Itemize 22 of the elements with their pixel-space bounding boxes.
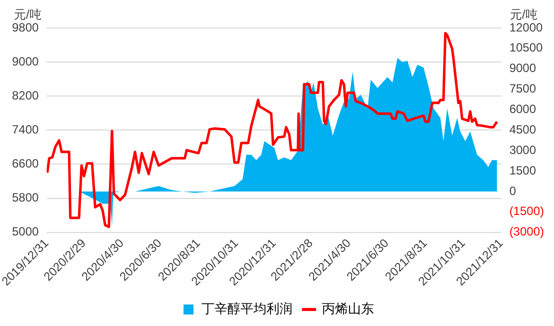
legend-label: 丁辛醇平均利润 bbox=[202, 301, 292, 316]
y-tick-label: 9800 bbox=[12, 20, 40, 34]
y2-tick-label: 1500 bbox=[509, 163, 536, 178]
y2-tick-label: 0 bbox=[509, 184, 516, 198]
y-tick-label: 6600 bbox=[12, 156, 40, 171]
y2-tick-label: 6000 bbox=[509, 102, 536, 116]
y2-axis-title: 元/吨 bbox=[510, 7, 538, 22]
y2-tick-label: 7500 bbox=[509, 82, 536, 96]
y2-tick-label: (3000) bbox=[509, 224, 544, 239]
y2-tick-label: 9000 bbox=[509, 61, 536, 76]
y-tick-label: 9000 bbox=[12, 54, 40, 68]
y2-tick-label: 12000 bbox=[509, 20, 544, 34]
y-tick-label: 5800 bbox=[12, 190, 40, 205]
y-tick-label: 5000 bbox=[12, 224, 40, 239]
y-tick-label: 8200 bbox=[12, 88, 40, 102]
legend-label: 丙烯山东 bbox=[322, 301, 374, 316]
y2-tick-label: (1500) bbox=[509, 204, 544, 218]
y2-tick-label: 10500 bbox=[509, 40, 544, 55]
y-tick-label: 7400 bbox=[12, 122, 40, 136]
y-axis-title: 元/吨 bbox=[14, 7, 42, 22]
y2-tick-label: 4500 bbox=[509, 122, 536, 136]
y2-tick-label: 3000 bbox=[509, 142, 536, 157]
